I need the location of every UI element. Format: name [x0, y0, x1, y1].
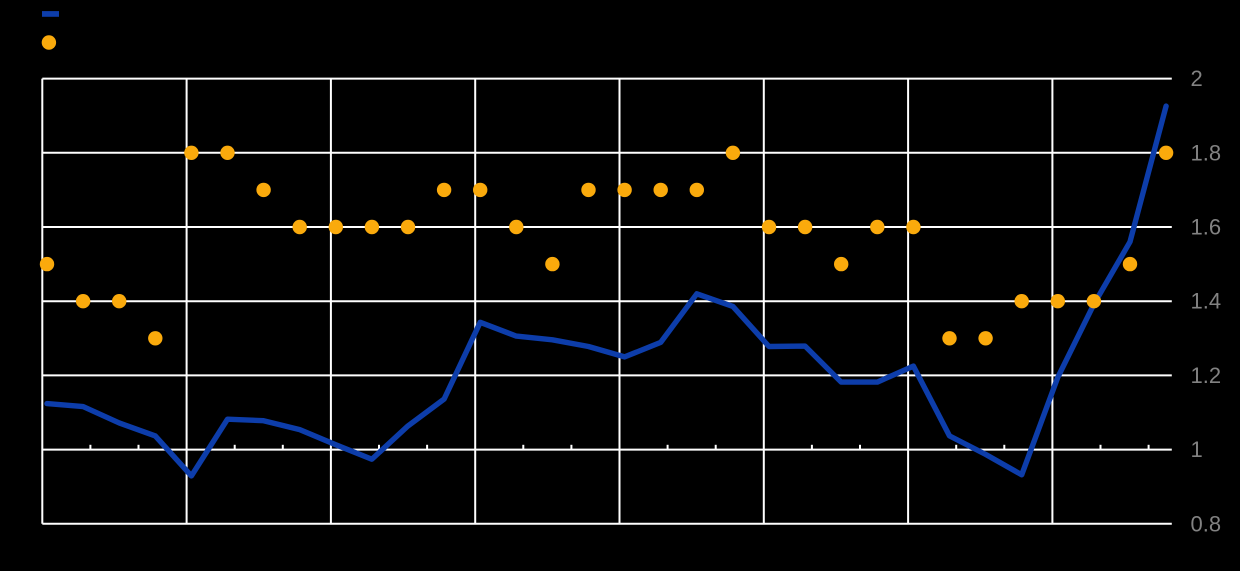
- svg-text:1.4: 1.4: [1191, 289, 1222, 314]
- svg-text:0.8: 0.8: [1191, 511, 1222, 536]
- svg-text:1.2: 1.2: [1191, 363, 1222, 388]
- svg-text:1.8: 1.8: [1191, 140, 1222, 165]
- svg-text:2: 2: [1191, 66, 1203, 91]
- svg-text:1.6: 1.6: [1191, 215, 1222, 240]
- svg-text:1: 1: [1191, 437, 1203, 462]
